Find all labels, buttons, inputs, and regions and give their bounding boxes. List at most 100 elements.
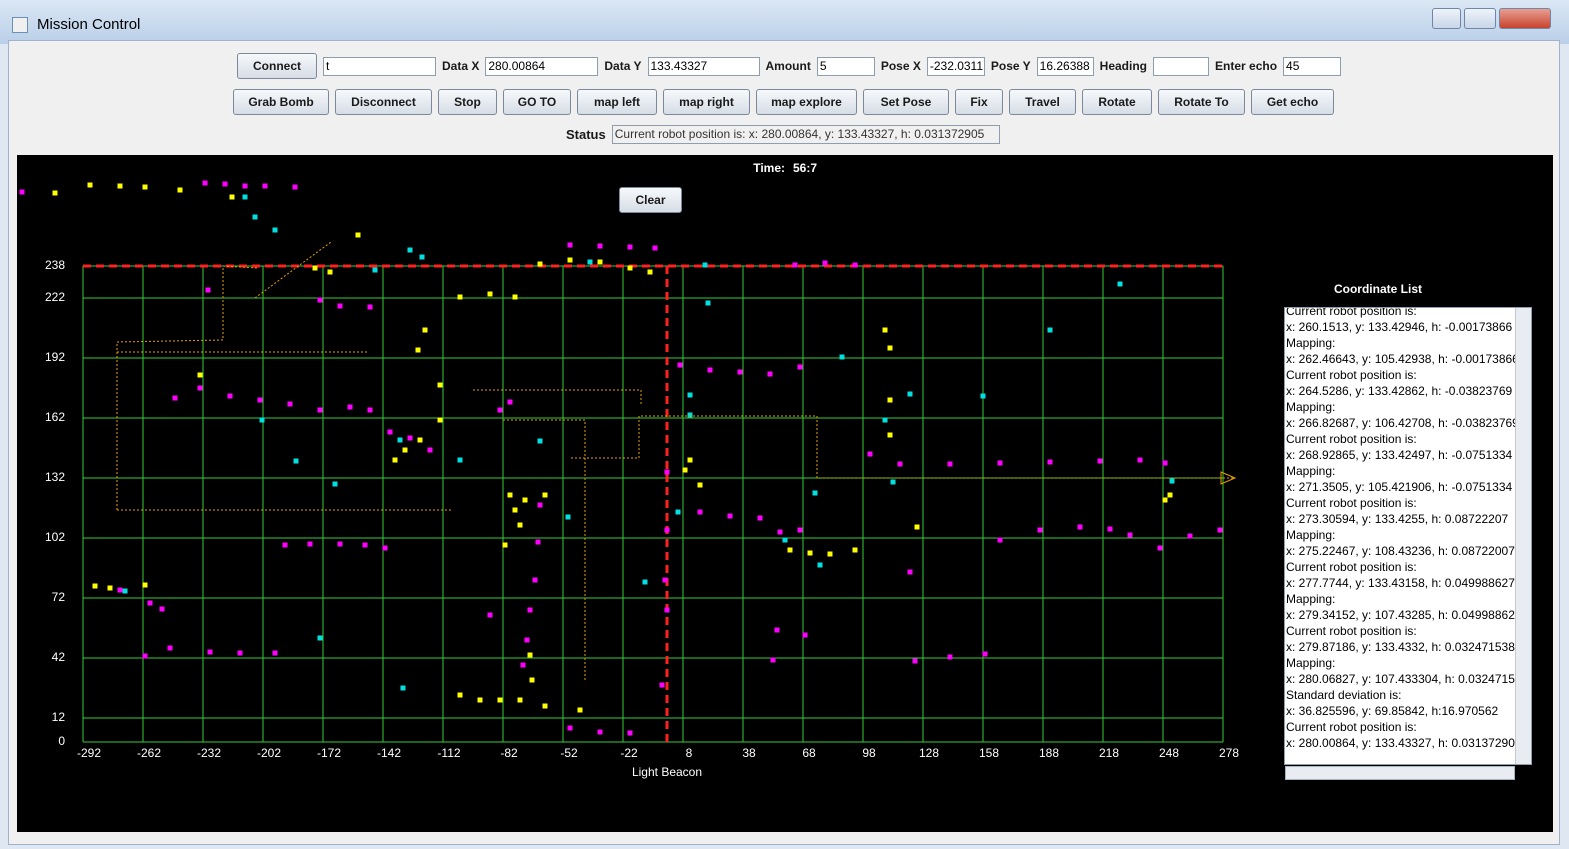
point	[757, 515, 763, 521]
point	[272, 227, 278, 233]
command-button[interactable]: map left	[577, 89, 657, 115]
command-button[interactable]: Rotate	[1082, 89, 1152, 115]
point	[770, 657, 776, 663]
point	[252, 214, 258, 220]
point	[524, 637, 530, 643]
point	[767, 371, 773, 377]
command-button[interactable]: Get echo	[1251, 89, 1334, 115]
command-field[interactable]: t	[323, 56, 436, 76]
x-tick-label: -52	[560, 746, 578, 760]
clear-button[interactable]: Clear	[619, 187, 682, 213]
toolbar-row: Connect t Data X 280.00864 Data Y 133.43327 Am…	[237, 53, 1342, 79]
point	[262, 183, 268, 189]
point	[372, 267, 378, 273]
point	[477, 697, 483, 703]
point	[802, 632, 808, 638]
y-tick-label: 132	[45, 470, 65, 484]
command-button[interactable]: Grab Bomb	[233, 89, 329, 115]
point	[337, 541, 343, 547]
command-button[interactable]: Disconnect	[335, 89, 432, 115]
x-tick-label: -82	[500, 746, 518, 760]
point	[839, 354, 845, 360]
y-tick-label: 0	[58, 734, 65, 748]
minimize-button[interactable]	[1432, 8, 1461, 29]
list-line: x: 273.30594, y: 133.4255, h: 0.08722207	[1286, 512, 1509, 526]
point	[487, 291, 493, 297]
maximize-button[interactable]	[1464, 8, 1496, 29]
field-label: Amount	[765, 59, 811, 73]
point	[537, 502, 543, 508]
point	[205, 287, 211, 293]
text-field[interactable]: 280.00864	[485, 56, 599, 76]
point	[337, 303, 343, 309]
y-tick-label: 72	[52, 590, 66, 604]
text-field[interactable]: -232.0311	[926, 56, 985, 76]
point	[997, 460, 1003, 466]
x-tick-label: -112	[437, 746, 460, 760]
point	[167, 645, 173, 651]
list-line: Current robot position is:	[1286, 432, 1417, 446]
command-button[interactable]: Set Pose	[863, 89, 949, 115]
point	[487, 612, 493, 618]
point	[1127, 532, 1133, 538]
point	[1077, 524, 1083, 530]
point	[87, 182, 93, 188]
command-button[interactable]: Fix	[955, 89, 1003, 115]
vertical-scrollbar[interactable]	[1515, 308, 1531, 764]
text-field[interactable]: 16.26388	[1036, 56, 1094, 76]
command-button[interactable]: map right	[663, 89, 750, 115]
y-tick-label: 42	[52, 650, 66, 664]
point	[392, 457, 398, 463]
command-button[interactable]: Stop	[438, 89, 497, 115]
command-button[interactable]: Rotate To	[1158, 89, 1245, 115]
list-line: x: 262.46643, y: 105.42938, h: -0.001738…	[1286, 352, 1517, 366]
trajectory	[116, 241, 1235, 682]
point	[947, 461, 953, 467]
point	[142, 582, 148, 588]
text-field[interactable]	[1153, 56, 1210, 76]
text-field[interactable]: 133.43327	[647, 56, 760, 76]
connect-button[interactable]: Connect	[237, 53, 317, 79]
point	[675, 509, 681, 515]
point	[207, 649, 213, 655]
point	[529, 677, 535, 683]
point	[172, 395, 178, 401]
command-button[interactable]: Travel	[1009, 89, 1076, 115]
command-button[interactable]: GO TO	[503, 89, 571, 115]
point	[887, 397, 893, 403]
close-button[interactable]	[1499, 8, 1551, 29]
point	[1217, 527, 1223, 533]
point	[1117, 281, 1123, 287]
point	[147, 600, 153, 606]
text-field[interactable]: 45	[1283, 56, 1342, 76]
point	[397, 437, 403, 443]
point	[727, 513, 733, 519]
x-tick-label: 38	[742, 746, 756, 760]
arrow-head	[1220, 471, 1237, 485]
x-tick-label: 278	[1219, 746, 1239, 760]
point	[1137, 457, 1143, 463]
title-bar	[0, 0, 1569, 44]
point	[142, 184, 148, 190]
point	[517, 697, 523, 703]
point	[597, 729, 603, 735]
point	[537, 261, 543, 267]
point	[229, 194, 235, 200]
point	[355, 232, 361, 238]
list-line: Mapping:	[1286, 528, 1336, 542]
window-title: Mission Control	[37, 16, 141, 33]
point	[497, 407, 503, 413]
point	[407, 247, 413, 253]
text-field[interactable]: 5	[816, 56, 875, 76]
point	[407, 435, 413, 441]
point	[774, 627, 780, 633]
point	[852, 262, 858, 268]
point	[507, 399, 513, 405]
horizontal-scrollbar[interactable]	[1285, 766, 1515, 780]
point	[502, 542, 508, 548]
point	[242, 194, 248, 200]
y-tick-label: 222	[45, 290, 65, 304]
y-tick-label: 192	[45, 350, 65, 364]
command-button[interactable]: map explore	[756, 89, 857, 115]
list-line: x: 280.06827, y: 107.433304, h: 0.032471…	[1286, 672, 1515, 686]
